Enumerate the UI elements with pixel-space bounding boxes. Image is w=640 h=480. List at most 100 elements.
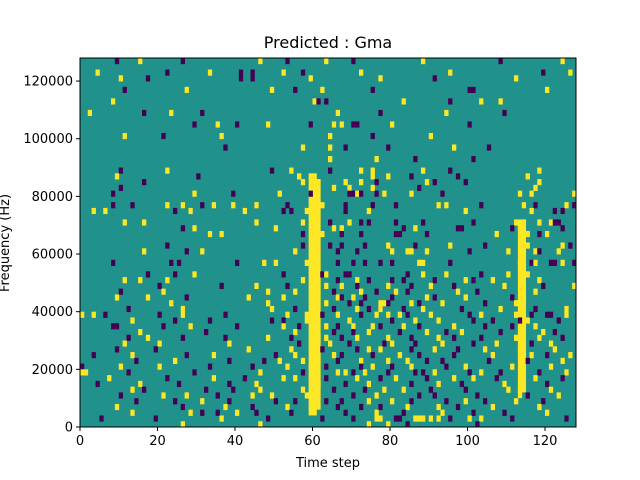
heatmap-cell bbox=[498, 328, 503, 336]
heatmap-cell bbox=[421, 58, 426, 65]
heatmap-cell bbox=[103, 311, 108, 318]
heatmap-cell bbox=[471, 375, 476, 382]
heatmap-cell bbox=[421, 415, 426, 422]
heatmap-cell bbox=[417, 352, 422, 359]
heatmap-cell bbox=[374, 179, 379, 186]
heatmap-cell bbox=[463, 363, 468, 370]
heatmap-cell bbox=[134, 398, 139, 405]
heatmap-cell bbox=[118, 184, 124, 192]
heatmap-cell bbox=[424, 248, 430, 255]
heatmap-cell bbox=[254, 380, 259, 388]
heatmap-cell bbox=[525, 230, 530, 238]
heatmap-cell bbox=[556, 317, 561, 324]
heatmap-cell bbox=[405, 271, 410, 278]
heatmap-cell bbox=[370, 323, 375, 330]
heatmap-cell bbox=[421, 271, 426, 278]
heatmap-cell bbox=[506, 248, 511, 255]
heatmap-cell bbox=[533, 184, 538, 192]
heatmap-cell bbox=[227, 357, 232, 364]
heatmap-cell bbox=[176, 380, 182, 388]
heatmap-cell bbox=[339, 121, 344, 128]
heatmap-cell bbox=[343, 144, 348, 151]
heatmap-cell bbox=[204, 386, 209, 393]
heatmap-cell bbox=[235, 409, 240, 416]
heatmap-cell bbox=[207, 317, 213, 324]
heatmap-cell bbox=[324, 300, 329, 307]
heatmap-cell bbox=[238, 75, 244, 82]
y-tick-label: 80000 bbox=[32, 190, 73, 205]
heatmap-cell bbox=[281, 375, 286, 382]
heatmap-cell bbox=[293, 288, 298, 295]
heatmap-cell bbox=[572, 259, 577, 266]
heatmap-cell bbox=[281, 271, 286, 278]
heatmap-cell bbox=[514, 300, 519, 307]
heatmap-cell bbox=[331, 328, 337, 336]
heatmap-cell bbox=[300, 69, 306, 76]
heatmap-cell bbox=[541, 328, 546, 336]
heatmap-cell bbox=[335, 369, 341, 376]
heatmap-cell bbox=[572, 282, 577, 290]
heatmap-cell bbox=[432, 179, 437, 186]
heatmap-cell bbox=[479, 415, 484, 422]
heatmap-cell bbox=[502, 282, 507, 290]
heatmap-cell bbox=[246, 294, 251, 301]
heatmap-cell bbox=[521, 219, 527, 226]
heatmap-cell bbox=[339, 352, 344, 359]
heatmap-cell bbox=[572, 202, 577, 209]
heatmap-cell bbox=[335, 248, 341, 255]
heatmap-cell bbox=[572, 190, 577, 197]
heatmap-cell bbox=[169, 259, 174, 266]
heatmap-cell bbox=[483, 346, 488, 353]
heatmap-cell bbox=[378, 109, 383, 117]
heatmap-cell bbox=[386, 144, 391, 151]
heatmap-cell bbox=[517, 346, 523, 353]
heatmap-cell bbox=[335, 311, 341, 318]
heatmap-cell bbox=[269, 392, 275, 399]
heatmap-cell bbox=[304, 317, 310, 324]
heatmap-cell bbox=[219, 132, 224, 140]
heatmap-cell bbox=[533, 323, 538, 330]
heatmap-cell bbox=[142, 179, 147, 186]
heatmap-cell bbox=[138, 380, 143, 388]
heatmap-cell bbox=[293, 375, 298, 382]
heatmap-cell bbox=[452, 144, 457, 151]
heatmap-cell bbox=[471, 340, 476, 347]
heatmap-cell bbox=[126, 369, 131, 376]
heatmap-cell bbox=[180, 225, 186, 232]
heatmap-cell bbox=[386, 357, 391, 364]
heatmap-cell bbox=[452, 282, 457, 290]
heatmap-cell bbox=[374, 415, 379, 422]
heatmap-cell bbox=[548, 340, 554, 347]
heatmap-cell bbox=[142, 248, 147, 255]
heatmap-cell bbox=[510, 225, 515, 232]
heatmap-cell bbox=[347, 317, 352, 324]
heatmap-cell bbox=[455, 403, 461, 411]
heatmap-cell bbox=[459, 225, 465, 232]
heatmap-cell bbox=[525, 392, 530, 399]
heatmap-cell bbox=[467, 311, 472, 318]
heatmap-cell bbox=[266, 121, 271, 128]
heatmap-cell bbox=[479, 311, 484, 318]
heatmap-cell bbox=[173, 317, 178, 324]
heatmap-cell bbox=[359, 311, 364, 318]
heatmap-cell bbox=[386, 242, 391, 249]
heatmap-cell bbox=[514, 334, 519, 341]
heatmap-cell bbox=[378, 403, 383, 411]
y-tick-label: 120000 bbox=[23, 75, 73, 90]
heatmap-cell bbox=[134, 357, 139, 364]
heatmap-cell bbox=[215, 121, 220, 128]
heatmap-cell bbox=[126, 334, 131, 341]
heatmap-cell bbox=[211, 375, 217, 382]
heatmap-cell bbox=[436, 403, 441, 411]
heatmap-cell bbox=[548, 259, 554, 266]
heatmap-cell bbox=[293, 248, 298, 255]
heatmap-cell bbox=[479, 271, 484, 278]
heatmap-cell bbox=[118, 363, 124, 370]
heatmap-cell bbox=[351, 58, 356, 65]
heatmap-cell bbox=[192, 271, 197, 278]
heatmap-cell bbox=[378, 375, 383, 382]
heatmap-cell bbox=[297, 323, 302, 330]
heatmap-cell bbox=[324, 98, 329, 105]
